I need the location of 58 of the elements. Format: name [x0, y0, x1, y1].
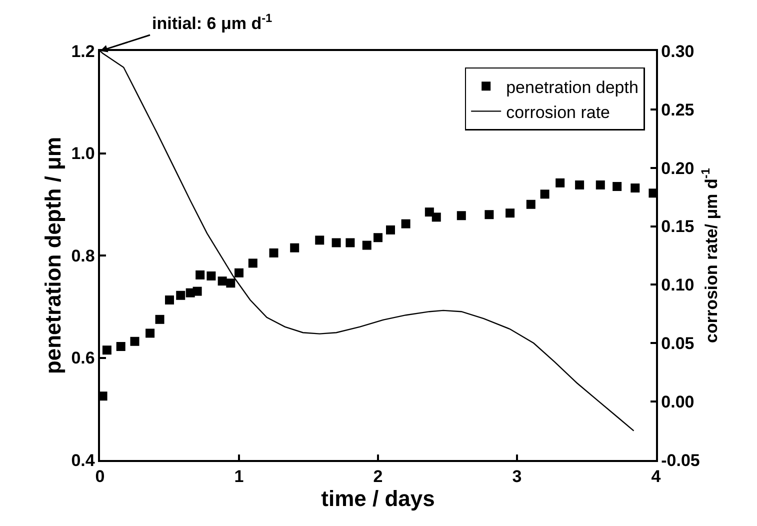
x-tick-label: 1: [234, 467, 244, 486]
y2-tick-label: 0.10: [661, 276, 694, 295]
point: [146, 328, 155, 338]
point: [506, 208, 515, 218]
point: [226, 278, 236, 288]
point: [196, 270, 205, 280]
y2-tick-label: 0.20: [661, 158, 694, 178]
point: [386, 225, 396, 234]
legend-label: corrosion rate: [506, 102, 610, 122]
y2-tick-label: 0.30: [661, 42, 694, 61]
x-tick-label: 3: [512, 467, 522, 486]
y-tick-label: 1.0: [71, 144, 95, 164]
y-tick-label: 1.2: [71, 42, 95, 61]
x-axis-title: time / days: [321, 486, 435, 512]
y2-tick-label: 0.05: [661, 334, 694, 354]
point: [596, 180, 605, 190]
point: [269, 248, 278, 258]
point: [332, 238, 341, 248]
point: [401, 219, 410, 228]
point: [155, 314, 164, 324]
point: [432, 212, 441, 222]
point: [374, 233, 382, 242]
point: [192, 286, 202, 296]
point: [102, 346, 112, 355]
point: [575, 180, 584, 190]
point: [456, 211, 466, 220]
point: [556, 178, 565, 188]
x-tick-label: 2: [373, 467, 383, 486]
annotation: initial: 6 μm d$^{-1}$: [152, 11, 273, 34]
y2-tick-label: 0.00: [661, 392, 694, 412]
x-tick-label: 4: [651, 467, 662, 486]
legend-label: penetration depth: [506, 78, 638, 97]
point: [290, 243, 300, 252]
point: [540, 190, 550, 199]
x-tick-label: 0: [95, 467, 105, 486]
y-axis-title: penetration depth / μm: [40, 136, 66, 374]
point: [346, 238, 355, 248]
y2-tick-label: 0.25: [661, 100, 694, 120]
y-tick-label: 0.8: [71, 246, 95, 266]
y-tick-label: 0.4: [71, 450, 96, 470]
y-tick-label: 0.6: [71, 348, 95, 368]
point: [424, 208, 434, 217]
point: [116, 342, 126, 351]
point: [206, 271, 216, 280]
point: [248, 258, 258, 268]
point: [484, 210, 494, 220]
point: [234, 268, 244, 278]
point: [526, 200, 536, 209]
point: [315, 236, 324, 245]
point: [130, 336, 140, 346]
point: [176, 290, 186, 300]
point: [218, 276, 227, 286]
y2-tick-label: 0.15: [661, 217, 694, 236]
point: [165, 295, 174, 304]
point: [612, 182, 622, 191]
y2-tick-label: -0.05: [661, 450, 700, 470]
point: [630, 184, 640, 193]
point: [362, 240, 372, 250]
